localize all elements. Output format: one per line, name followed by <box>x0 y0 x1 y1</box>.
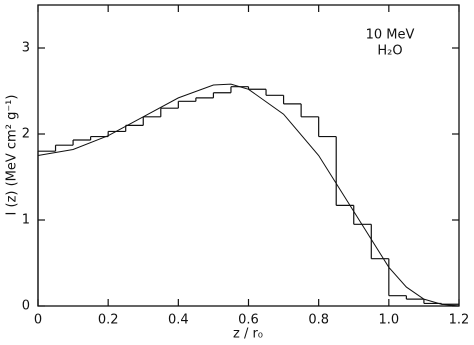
annotation: H₂O <box>377 44 402 59</box>
x-tick-label: 1.0 <box>378 313 399 328</box>
y-axis-label: I (z) (MeV cm² g⁻¹) <box>5 95 20 216</box>
y-tick-label: 3 <box>22 41 30 56</box>
x-tick-label: 0.2 <box>98 313 119 328</box>
y-tick-label: 2 <box>22 127 30 142</box>
x-tick-label: 0.4 <box>168 313 189 328</box>
annotation: 10 MeV <box>366 28 415 43</box>
y-tick-label: 1 <box>22 213 30 228</box>
y-tick-label: 0 <box>22 299 30 314</box>
x-tick-label: 0.8 <box>308 313 329 328</box>
x-tick-label: 1.2 <box>449 313 470 328</box>
x-tick-label: 0 <box>34 313 42 328</box>
curve <box>37 83 460 307</box>
x-tick-label: 0.6 <box>238 313 259 328</box>
x-axis-label: z / r₀ <box>233 327 263 342</box>
